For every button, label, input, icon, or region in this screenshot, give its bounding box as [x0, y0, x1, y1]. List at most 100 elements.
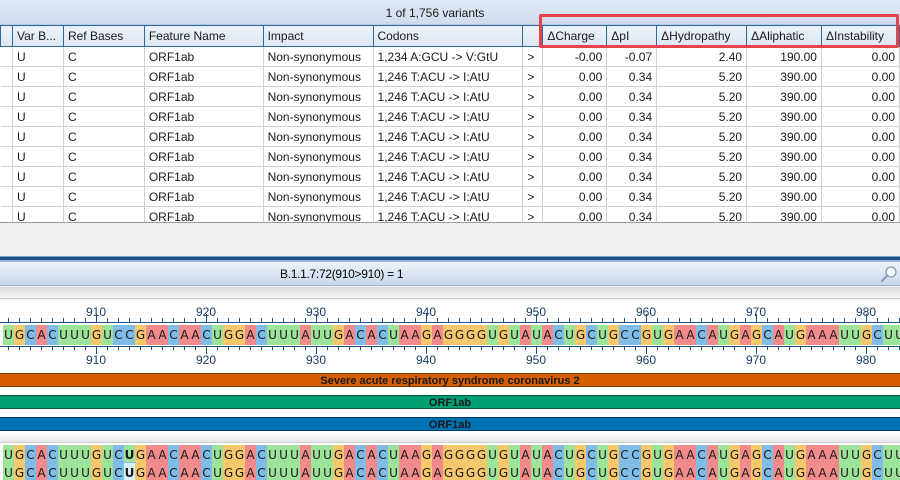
- table-row[interactable]: U C ORF1ab Non-synonymous 1,246 T:ACU -> I:A…: [0, 166, 900, 187]
- base-U[interactable]: U: [784, 445, 795, 465]
- base-C[interactable]: C: [586, 463, 597, 480]
- table-row[interactable]: U C ORF1ab Non-synonymous 1,246 T:ACU -> I:A…: [0, 66, 900, 87]
- base-A[interactable]: A: [190, 463, 201, 480]
- base-C[interactable]: C: [256, 325, 267, 345]
- base-C[interactable]: C: [553, 325, 564, 345]
- base-C[interactable]: C: [630, 445, 641, 465]
- base-C[interactable]: C: [113, 463, 124, 480]
- base-U[interactable]: U: [69, 463, 80, 480]
- base-U[interactable]: U: [652, 463, 663, 480]
- base-G[interactable]: G: [476, 463, 487, 480]
- base-G[interactable]: G: [751, 445, 762, 465]
- base-A[interactable]: A: [366, 463, 377, 480]
- base-G[interactable]: G: [465, 463, 476, 480]
- base-U[interactable]: U: [80, 463, 91, 480]
- base-A[interactable]: A: [399, 463, 410, 480]
- base-U[interactable]: U: [531, 325, 542, 345]
- base-A[interactable]: A: [707, 325, 718, 345]
- base-A[interactable]: A: [520, 463, 531, 480]
- base-U[interactable]: U: [564, 325, 575, 345]
- base-U[interactable]: U: [597, 325, 608, 345]
- base-A[interactable]: A: [685, 463, 696, 480]
- column-header-d-hydropathy[interactable]: ΔHydropathy: [656, 25, 748, 47]
- base-A[interactable]: A: [542, 463, 553, 480]
- base-C[interactable]: C: [619, 445, 630, 465]
- base-C[interactable]: C: [25, 445, 36, 465]
- column-header-ref-bases[interactable]: Ref Bases: [62, 25, 145, 47]
- base-A[interactable]: A: [542, 325, 553, 345]
- base-A[interactable]: A: [300, 325, 311, 345]
- base-U[interactable]: U: [883, 445, 894, 465]
- base-U[interactable]: U: [80, 445, 91, 465]
- table-row[interactable]: U C ORF1ab Non-synonymous 1,246 T:ACU -> I:A…: [0, 206, 900, 222]
- base-U[interactable]: U: [267, 445, 278, 465]
- base-G[interactable]: G: [91, 445, 102, 465]
- base-G[interactable]: G: [861, 445, 872, 465]
- base-G[interactable]: G: [135, 445, 146, 465]
- base-C[interactable]: C: [377, 325, 388, 345]
- base-A[interactable]: A: [520, 445, 531, 465]
- table-row[interactable]: U C ORF1ab Non-synonymous 1,246 T:ACU -> I:A…: [0, 146, 900, 167]
- base-U[interactable]: U: [850, 325, 861, 345]
- base-U[interactable]: U: [388, 445, 399, 465]
- base-G[interactable]: G: [333, 445, 344, 465]
- base-A[interactable]: A: [399, 325, 410, 345]
- base-U[interactable]: U: [718, 325, 729, 345]
- base-A[interactable]: A: [740, 463, 751, 480]
- base-U[interactable]: U: [212, 463, 223, 480]
- column-header-codons[interactable]: Codons: [372, 25, 524, 47]
- base-C[interactable]: C: [47, 445, 58, 465]
- base-A[interactable]: A: [817, 325, 828, 345]
- base-G[interactable]: G: [729, 463, 740, 480]
- base-A[interactable]: A: [542, 445, 553, 465]
- base-U[interactable]: U: [894, 463, 900, 480]
- base-C[interactable]: C: [124, 325, 135, 345]
- base-C[interactable]: C: [201, 325, 212, 345]
- base-U[interactable]: U: [652, 325, 663, 345]
- base-A[interactable]: A: [344, 325, 355, 345]
- base-U[interactable]: U: [839, 445, 850, 465]
- base-G[interactable]: G: [608, 445, 619, 465]
- base-G[interactable]: G: [476, 445, 487, 465]
- base-G[interactable]: G: [663, 445, 674, 465]
- base-G[interactable]: G: [575, 463, 586, 480]
- base-G[interactable]: G: [498, 325, 509, 345]
- base-U[interactable]: U: [289, 325, 300, 345]
- base-A[interactable]: A: [828, 325, 839, 345]
- base-G[interactable]: G: [234, 445, 245, 465]
- base-C[interactable]: C: [872, 445, 883, 465]
- panel-splitter[interactable]: [0, 256, 900, 262]
- base-U[interactable]: U: [487, 325, 498, 345]
- base-G[interactable]: G: [223, 445, 234, 465]
- base-U[interactable]: U: [652, 445, 663, 465]
- base-C[interactable]: C: [201, 445, 212, 465]
- base-C[interactable]: C: [696, 325, 707, 345]
- base-A[interactable]: A: [399, 445, 410, 465]
- base-U[interactable]: U: [531, 463, 542, 480]
- base-U[interactable]: U: [894, 445, 900, 465]
- base-A[interactable]: A: [806, 445, 817, 465]
- base-G[interactable]: G: [795, 445, 806, 465]
- base-A[interactable]: A: [146, 463, 157, 480]
- base-U[interactable]: U: [883, 325, 894, 345]
- base-U[interactable]: U: [839, 325, 850, 345]
- magnifier-icon[interactable]: [880, 265, 898, 283]
- base-C[interactable]: C: [113, 325, 124, 345]
- column-header-arrow[interactable]: [522, 25, 544, 47]
- base-C[interactable]: C: [872, 463, 883, 480]
- base-A[interactable]: A: [410, 325, 421, 345]
- base-G[interactable]: G: [223, 463, 234, 480]
- base-G[interactable]: G: [795, 325, 806, 345]
- base-A[interactable]: A: [817, 463, 828, 480]
- base-G[interactable]: G: [421, 445, 432, 465]
- base-G[interactable]: G: [14, 325, 25, 345]
- base-G[interactable]: G: [663, 463, 674, 480]
- base-G[interactable]: G: [476, 325, 487, 345]
- base-A[interactable]: A: [157, 325, 168, 345]
- base-A[interactable]: A: [245, 325, 256, 345]
- base-U[interactable]: U: [278, 325, 289, 345]
- base-C[interactable]: C: [630, 325, 641, 345]
- base-G[interactable]: G: [663, 325, 674, 345]
- base-U[interactable]: U: [509, 325, 520, 345]
- base-A[interactable]: A: [773, 463, 784, 480]
